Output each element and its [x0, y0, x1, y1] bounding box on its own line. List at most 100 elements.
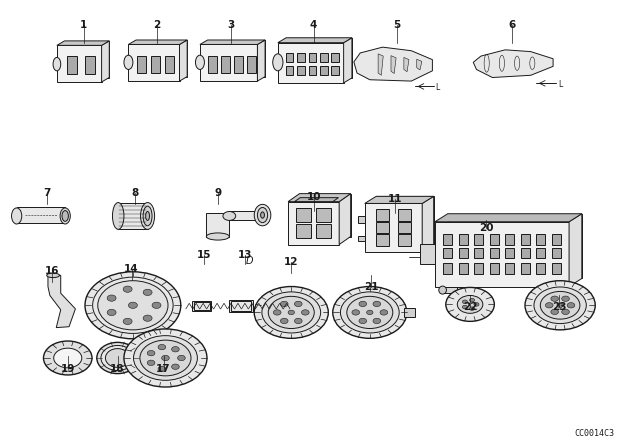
Polygon shape	[365, 203, 422, 252]
Circle shape	[562, 296, 570, 302]
Circle shape	[254, 287, 328, 338]
Circle shape	[223, 211, 236, 220]
Text: 20: 20	[479, 224, 493, 233]
Polygon shape	[444, 234, 452, 245]
Circle shape	[123, 318, 132, 324]
Circle shape	[273, 310, 281, 315]
Polygon shape	[57, 45, 102, 82]
Polygon shape	[308, 66, 316, 75]
Circle shape	[359, 318, 367, 323]
Polygon shape	[152, 56, 161, 73]
Circle shape	[262, 292, 321, 333]
Polygon shape	[102, 41, 109, 82]
Polygon shape	[474, 234, 483, 245]
Circle shape	[93, 277, 173, 333]
Polygon shape	[194, 302, 209, 310]
Polygon shape	[444, 248, 452, 258]
Polygon shape	[506, 263, 514, 274]
Polygon shape	[296, 224, 311, 238]
Polygon shape	[435, 222, 569, 287]
Text: 16: 16	[45, 266, 59, 276]
Polygon shape	[65, 41, 109, 78]
Text: 6: 6	[508, 20, 515, 30]
Polygon shape	[229, 300, 253, 312]
Ellipse shape	[260, 212, 264, 218]
Circle shape	[567, 302, 575, 308]
Polygon shape	[206, 213, 229, 237]
Polygon shape	[221, 56, 230, 73]
Text: D: D	[246, 256, 253, 266]
Ellipse shape	[106, 349, 130, 367]
Circle shape	[474, 302, 479, 306]
Text: 4: 4	[310, 20, 317, 30]
Circle shape	[147, 360, 155, 366]
Polygon shape	[490, 263, 499, 274]
Ellipse shape	[53, 57, 61, 71]
Circle shape	[158, 345, 166, 350]
Polygon shape	[300, 194, 351, 237]
Polygon shape	[459, 263, 468, 274]
Text: 2: 2	[154, 20, 161, 30]
Text: 19: 19	[61, 364, 75, 374]
Polygon shape	[391, 56, 396, 73]
Polygon shape	[404, 308, 415, 317]
Circle shape	[458, 296, 483, 313]
Circle shape	[44, 341, 92, 375]
Circle shape	[333, 287, 407, 338]
Ellipse shape	[146, 211, 150, 220]
Ellipse shape	[113, 202, 124, 229]
Polygon shape	[536, 263, 545, 274]
Polygon shape	[398, 234, 411, 246]
Polygon shape	[378, 54, 383, 75]
Text: 9: 9	[214, 188, 221, 198]
Circle shape	[172, 364, 179, 370]
Ellipse shape	[124, 55, 133, 69]
Circle shape	[129, 302, 138, 308]
Polygon shape	[376, 234, 389, 246]
Polygon shape	[200, 40, 265, 44]
Polygon shape	[67, 56, 77, 74]
Text: L: L	[558, 80, 563, 89]
Polygon shape	[85, 56, 95, 74]
Circle shape	[123, 286, 132, 292]
Polygon shape	[129, 40, 187, 44]
Polygon shape	[506, 234, 514, 245]
Circle shape	[134, 336, 197, 380]
Circle shape	[107, 295, 116, 301]
Polygon shape	[490, 248, 499, 258]
Text: 1: 1	[80, 20, 87, 30]
Ellipse shape	[60, 208, 70, 224]
Polygon shape	[332, 66, 339, 75]
Circle shape	[462, 300, 467, 304]
Polygon shape	[278, 43, 344, 83]
Polygon shape	[474, 263, 483, 274]
Polygon shape	[474, 248, 483, 258]
Circle shape	[288, 310, 294, 314]
Circle shape	[340, 292, 399, 333]
Polygon shape	[208, 56, 217, 73]
Circle shape	[294, 301, 302, 306]
Circle shape	[143, 289, 152, 296]
Polygon shape	[443, 287, 458, 293]
Circle shape	[446, 288, 494, 321]
Ellipse shape	[195, 55, 204, 69]
Polygon shape	[404, 57, 409, 72]
Polygon shape	[192, 301, 211, 311]
Polygon shape	[521, 248, 530, 258]
Circle shape	[352, 310, 360, 315]
Polygon shape	[285, 66, 293, 75]
Polygon shape	[358, 236, 365, 241]
Polygon shape	[257, 40, 265, 81]
Circle shape	[470, 298, 475, 302]
Circle shape	[525, 281, 595, 330]
Ellipse shape	[101, 345, 134, 370]
Polygon shape	[285, 53, 293, 62]
Circle shape	[534, 287, 586, 323]
Polygon shape	[444, 263, 452, 274]
Polygon shape	[420, 244, 435, 264]
Polygon shape	[376, 222, 389, 233]
Polygon shape	[459, 234, 468, 245]
Polygon shape	[200, 44, 257, 81]
Polygon shape	[246, 56, 255, 73]
Polygon shape	[288, 202, 339, 245]
